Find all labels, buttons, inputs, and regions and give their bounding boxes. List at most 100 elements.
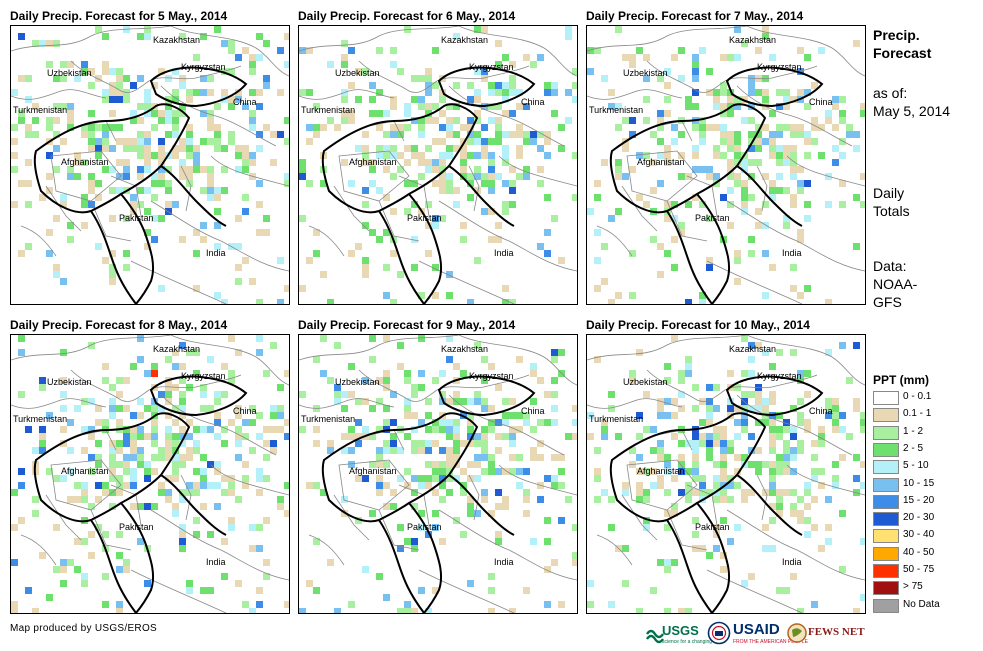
precip-cell <box>151 124 158 131</box>
precip-cell <box>383 594 390 601</box>
precip-cell <box>523 510 530 517</box>
precip-cell <box>790 454 797 461</box>
precip-cell <box>235 215 242 222</box>
precip-cell <box>572 524 577 531</box>
admin-boundary <box>646 60 726 93</box>
precip-cell <box>228 138 235 145</box>
precip-cell <box>439 180 446 187</box>
precip-cell <box>144 110 151 117</box>
precip-cell <box>551 356 558 363</box>
precip-cell <box>657 559 664 566</box>
precip-cell <box>313 124 320 131</box>
precip-cell <box>769 391 776 398</box>
precip-cell <box>418 587 425 594</box>
precip-cell <box>425 201 432 208</box>
precip-cell <box>467 419 474 426</box>
precip-cell <box>446 117 453 124</box>
precip-cell <box>678 454 685 461</box>
precip-cell <box>734 482 741 489</box>
precip-cell <box>509 433 516 440</box>
precip-cell <box>432 489 439 496</box>
precip-cell <box>242 103 249 110</box>
precip-cell <box>249 545 256 552</box>
admin-boundary <box>756 474 768 521</box>
precip-cell <box>776 124 783 131</box>
precip-cell <box>769 180 776 187</box>
precip-cell <box>734 257 741 264</box>
precip-cell <box>481 447 488 454</box>
precip-cell <box>116 419 123 426</box>
precip-cell <box>109 461 116 468</box>
precip-cell <box>116 461 123 468</box>
precip-cell <box>790 489 797 496</box>
precip-cell <box>495 236 502 243</box>
precip-cell <box>214 222 221 229</box>
precip-cell <box>629 447 636 454</box>
precip-cell <box>116 377 123 384</box>
precip-cell <box>432 426 439 433</box>
precip-cell <box>137 356 144 363</box>
precip-cell <box>74 405 81 412</box>
precip-cell <box>137 173 144 180</box>
precip-cell <box>783 215 790 222</box>
precip-cell <box>397 271 404 278</box>
precip-cell <box>144 503 151 510</box>
precip-cell <box>158 166 165 173</box>
precip-cell <box>418 173 425 180</box>
precip-cell <box>179 461 186 468</box>
precip-cell <box>299 173 306 180</box>
precip-cell <box>572 96 577 103</box>
precip-cell <box>692 103 699 110</box>
precip-cell <box>81 194 88 201</box>
precip-cell <box>474 131 481 138</box>
precip-cell <box>769 138 776 145</box>
precip-cell <box>797 496 804 503</box>
precip-cell <box>650 159 657 166</box>
precip-cell <box>18 335 25 342</box>
precip-cell <box>769 440 776 447</box>
precip-cell <box>629 61 636 68</box>
precip-cell <box>383 264 390 271</box>
admin-boundary <box>756 165 768 212</box>
precip-cell <box>144 461 151 468</box>
precip-cell <box>383 482 390 489</box>
precip-cell <box>263 440 270 447</box>
precip-cell <box>804 152 811 159</box>
precip-cell <box>418 447 425 454</box>
precip-cell <box>397 68 404 75</box>
precip-cell <box>60 138 67 145</box>
precip-cell <box>502 419 509 426</box>
precip-cell <box>207 173 214 180</box>
precip-cell <box>755 159 762 166</box>
precip-cell <box>235 96 242 103</box>
precip-cell <box>636 194 643 201</box>
panel-title: Daily Precip. Forecast for 10 May., 2014 <box>586 318 810 332</box>
precip-cell <box>713 433 720 440</box>
precip-cell <box>102 166 109 173</box>
precip-cell <box>137 145 144 152</box>
precip-cell <box>825 496 832 503</box>
precip-cell <box>235 152 242 159</box>
precip-cell <box>551 405 558 412</box>
admin-boundary <box>50 459 122 511</box>
precip-cell <box>67 559 74 566</box>
precip-cell <box>544 229 551 236</box>
precip-cell <box>81 426 88 433</box>
admin-boundary <box>210 155 289 187</box>
side-title: Precip. Forecast <box>873 26 931 62</box>
admin-boundary <box>170 335 289 386</box>
precip-cell <box>214 131 221 138</box>
precip-cell <box>172 89 179 96</box>
precip-cell <box>144 26 151 33</box>
precip-cell <box>263 426 270 433</box>
precip-cell <box>776 145 783 152</box>
precip-cell <box>811 454 818 461</box>
precip-cell <box>748 117 755 124</box>
label-india: India <box>782 248 802 258</box>
precip-cell <box>144 405 151 412</box>
precip-cell <box>109 384 116 391</box>
precip-cell <box>235 54 242 61</box>
precip-cell <box>425 440 432 447</box>
precip-cell <box>256 475 263 482</box>
precip-cell <box>748 342 755 349</box>
